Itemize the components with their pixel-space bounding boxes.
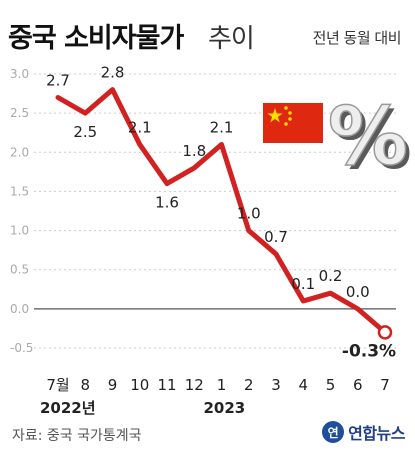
- x-tick-label: 11: [157, 376, 176, 394]
- yonhap-logo: 연 연합뉴스: [322, 420, 405, 444]
- data-label: 1.6: [155, 194, 179, 212]
- chart-subtitle: 전년 동월 대비: [312, 29, 402, 47]
- x-tick-label: 1: [217, 376, 227, 394]
- x-tick-label: 7월: [46, 376, 69, 394]
- svg-text:%: %: [332, 94, 412, 187]
- logo-mark-icon: 연: [322, 421, 345, 443]
- y-tick-label: 2.5: [10, 106, 29, 120]
- x-tick-label: 12: [185, 376, 204, 394]
- data-label: 0.0: [346, 283, 370, 301]
- y-tick-label: 2.0: [10, 145, 29, 159]
- last-point-marker: [377, 325, 393, 340]
- x-tick-label: 7: [380, 376, 390, 394]
- data-label: 2.5: [73, 123, 97, 141]
- x-tick-label: 9: [108, 376, 118, 394]
- y-tick-label: 3.0: [10, 67, 29, 81]
- data-label: -0.3%: [342, 341, 396, 361]
- percent-icon: % %: [327, 89, 412, 187]
- chart-title: 중국 소비자물가: [8, 23, 184, 54]
- x-tick-label: 8: [80, 376, 90, 394]
- data-label: 0.2: [319, 267, 343, 285]
- data-label: 2.8: [101, 64, 125, 82]
- y-axis-ticks: 3.0 2.5 2.0 1.5 1.0 0.5 0.0 -0.5: [10, 67, 33, 355]
- y-tick-label: -0.5: [10, 341, 33, 355]
- data-label: 2.7: [46, 71, 70, 89]
- chart-title-suffix: 추이: [208, 24, 255, 54]
- data-label: 1.8: [182, 142, 206, 160]
- data-label: 2.1: [128, 118, 152, 136]
- y-tick-label: 1.0: [10, 224, 29, 238]
- x-tick-label: 3: [271, 376, 281, 394]
- y-tick-label: 1.5: [10, 184, 29, 198]
- x-tick-label: 2: [244, 376, 254, 394]
- china-flag-icon: [263, 103, 323, 143]
- x-tick-label: 4: [298, 376, 308, 394]
- year-label: 2023: [204, 399, 246, 417]
- x-tick-label: 10: [130, 376, 149, 394]
- data-label: 1.0: [237, 205, 261, 223]
- data-labels: 2.72.52.82.11.61.82.11.00.70.1 0.20.0-0.3…: [46, 64, 396, 362]
- source-note: 자료: 중국 국가통계국: [12, 428, 142, 444]
- y-tick-label: 0.5: [10, 263, 29, 277]
- logo-text: 연합뉴스: [348, 424, 405, 443]
- data-label: 0.1: [291, 275, 315, 293]
- data-label: 0.7: [264, 228, 288, 246]
- x-tick-label: 5: [326, 376, 336, 394]
- series-line: [55, 87, 388, 335]
- svg-text:%: %: [328, 90, 408, 183]
- year-label: 2022년: [40, 399, 96, 417]
- x-tick-label: 6: [353, 376, 363, 394]
- y-tick-label: 0.0: [10, 302, 29, 316]
- data-label: 2.1: [210, 118, 234, 136]
- cpi-series: [55, 87, 393, 340]
